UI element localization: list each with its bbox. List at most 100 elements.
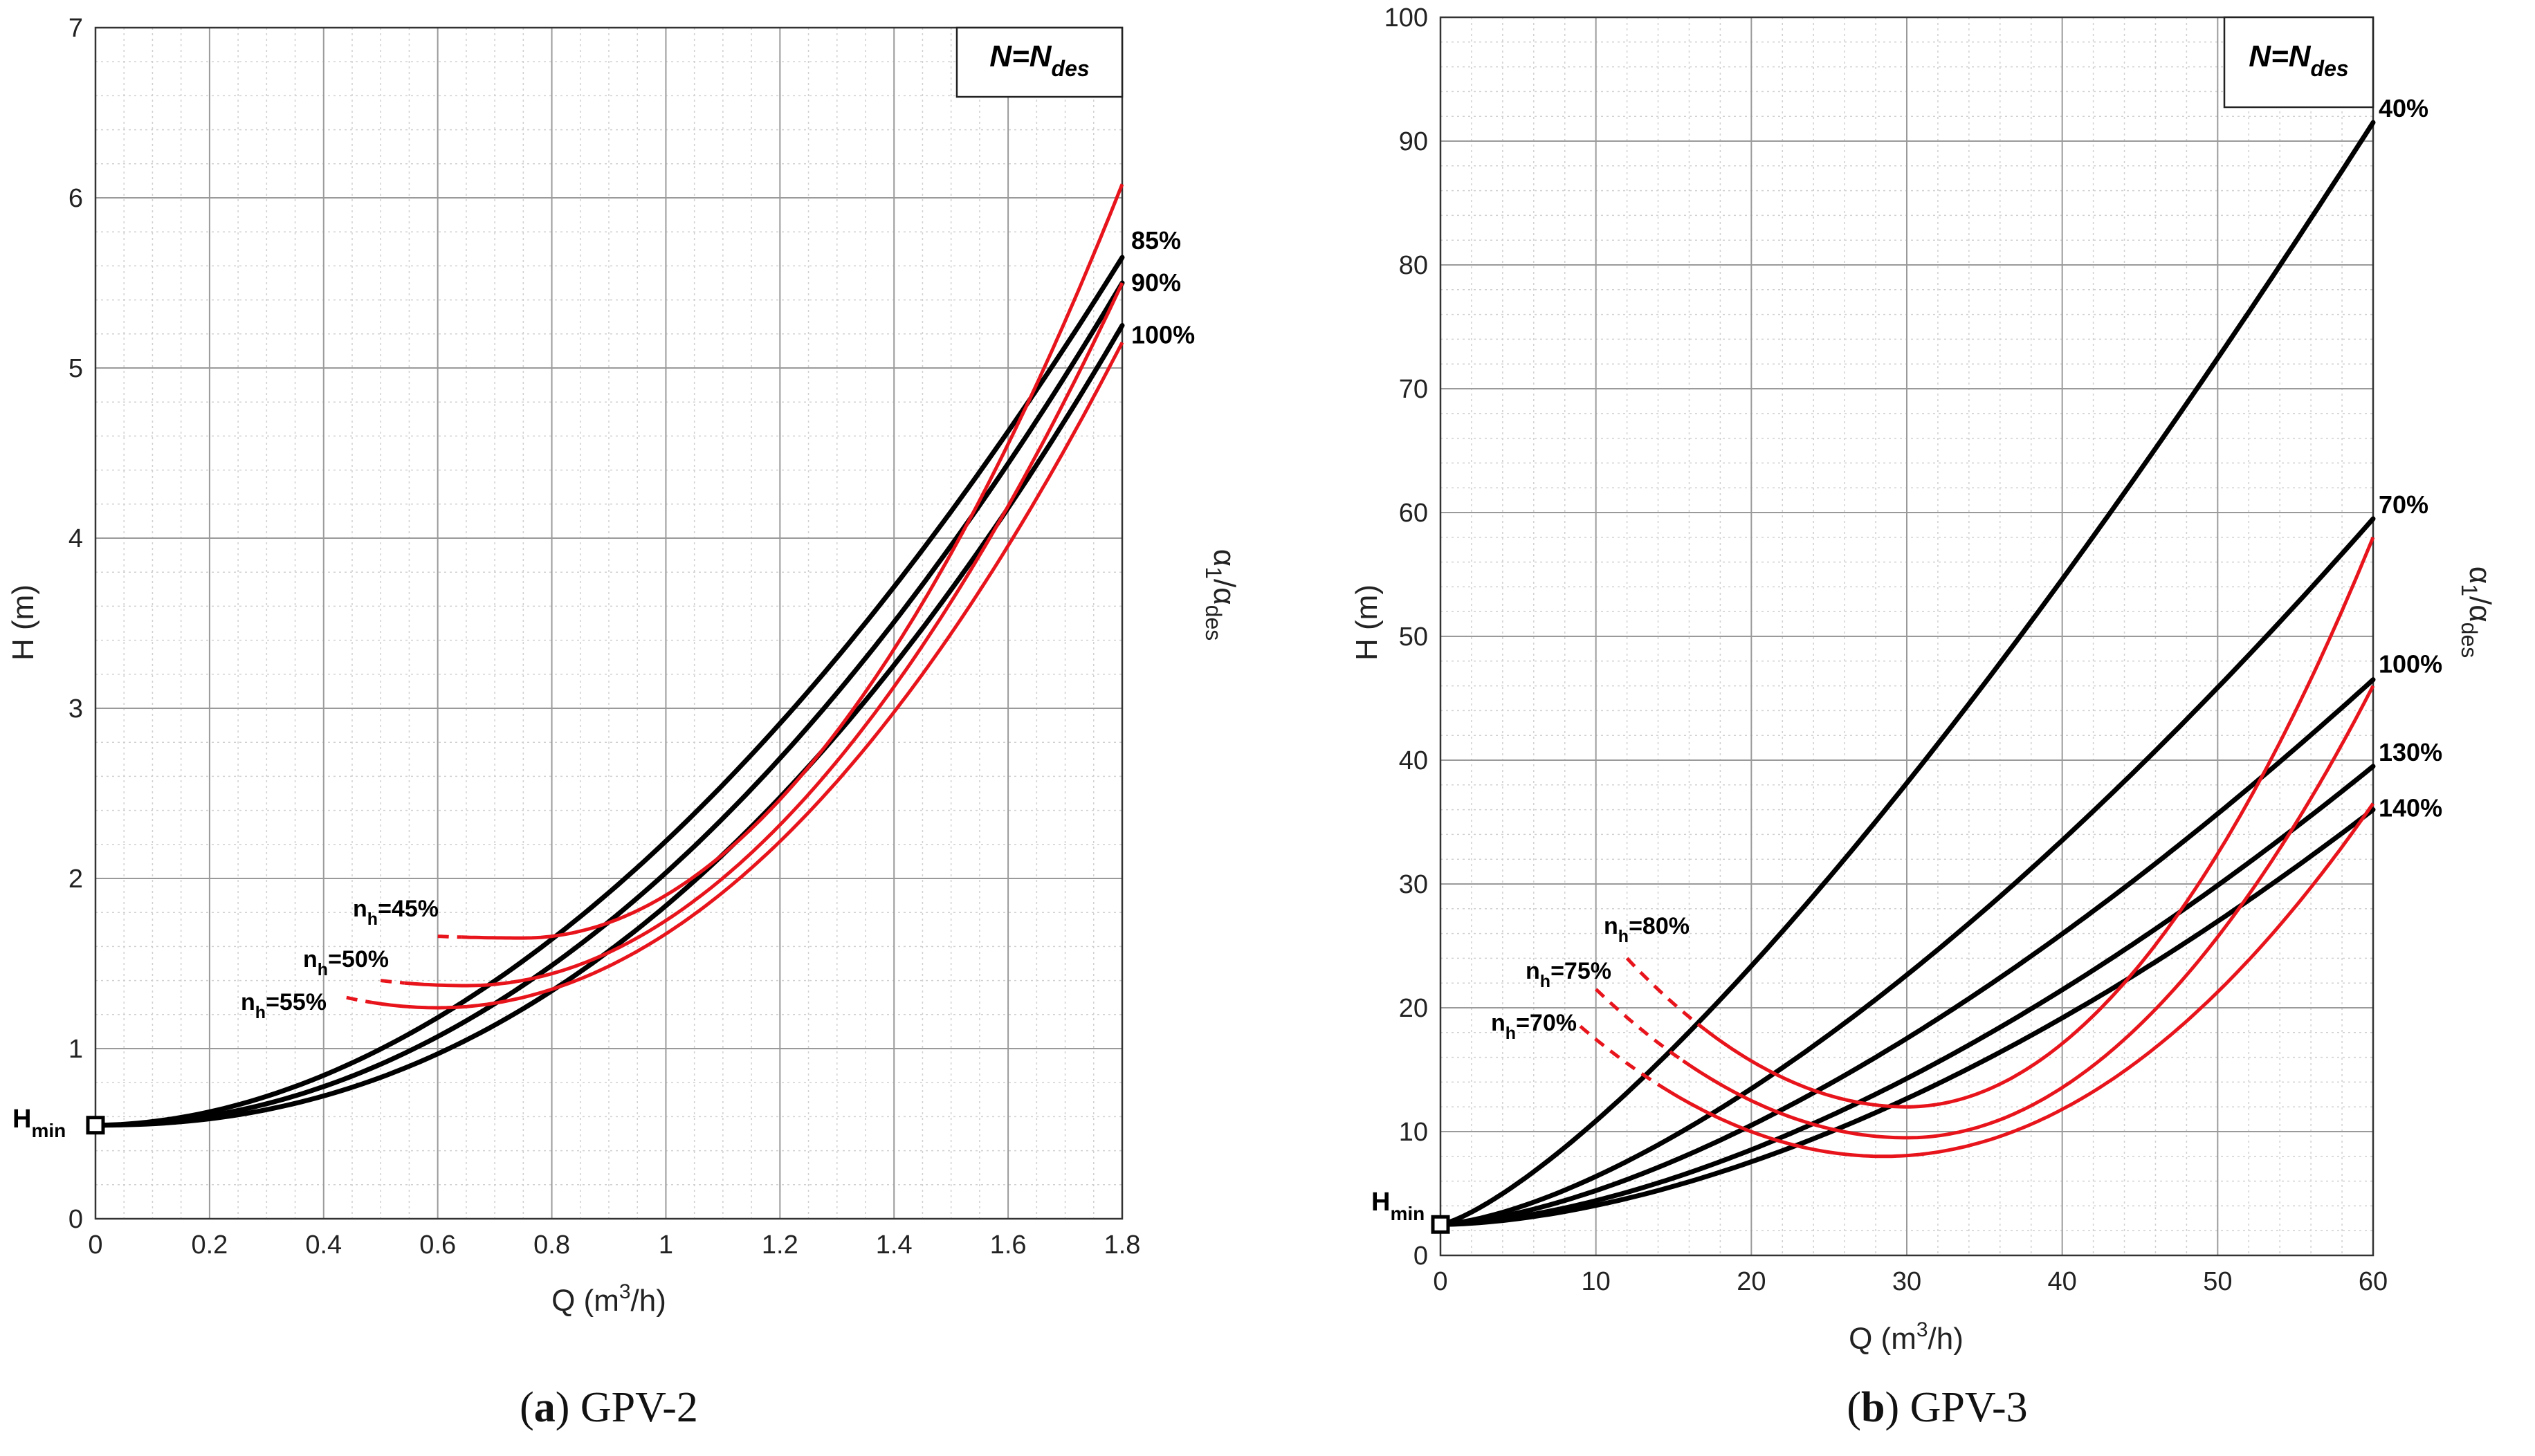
x-axis-title: Q (m3/h) [1849,1318,1964,1356]
y-axis-title: H (m) [1350,584,1384,661]
x-tick-label: 1.4 [876,1231,913,1260]
y-tick-label: 90 [1399,127,1428,156]
annotation-n: n [1604,913,1618,939]
caption-open: ( [520,1384,534,1431]
hmin-label: Hmin [1371,1188,1425,1224]
caption-close: ) [556,1384,570,1431]
series-label-100%: 100% [2379,650,2442,679]
legend-box-base: N=N [2249,39,2311,73]
curve-nh=50% [404,282,1124,988]
x-tick-label: 0.6 [419,1231,456,1260]
y-tick-label: 3 [68,694,83,724]
major-grid [1440,17,2374,1256]
annotation-sub: h [367,910,378,929]
y-axis-title: H (m) [6,584,40,661]
curve-dashed-nh=80% [1625,957,1707,1031]
annotation-nh=50%: nh=50% [303,946,389,979]
curve-nh=45% [461,183,1124,940]
y-tick-label: 40 [1399,746,1428,775]
curve-dashed-nh=75% [1594,988,1684,1062]
caption-close: ) [1885,1384,1899,1431]
series-label-130%: 130% [2379,738,2442,766]
annotation-nh=75%: nh=75% [1526,958,1611,991]
hmin-label-base: H [12,1105,31,1134]
x-tick-label: 1.8 [1104,1231,1141,1260]
curve-85% [93,255,1125,1128]
annotation-tail: =50% [328,946,389,973]
x-tick-label: 0 [1433,1267,1447,1296]
x-tick-label: 0.2 [191,1231,228,1260]
curve-nh=80% [1704,536,2375,1109]
legend-box [955,26,1124,98]
curve-140% [1438,807,2376,1227]
annotation-sub: h [1618,927,1629,946]
legend-box-base: N=N [989,39,1052,73]
x-axis-title-sup: 3 [1916,1318,1928,1341]
annotation-n: n [303,946,318,973]
annotation-tail: =75% [1550,958,1611,984]
annotation-sub: h [1540,972,1550,991]
y-tick-label: 20 [1399,994,1428,1023]
annotation-nh=45%: nh=45% [353,896,439,929]
legend-box-sub: des [2311,56,2349,81]
curve-130% [1438,764,2376,1227]
x-tick-label: 1.6 [990,1231,1027,1260]
annotation-tail: =70% [1516,1010,1577,1036]
side-label: α1/αdes [1201,549,1241,641]
legend-box [2223,16,2374,109]
x-tick-label: 30 [1892,1267,1921,1296]
y-tick-label: 60 [1399,499,1428,528]
curve-dashed-nh=55% [346,995,373,1004]
legend-box-label: N=Ndes [2249,39,2348,81]
x-tick-label: 50 [2203,1267,2232,1296]
side-label-sub2: des [2457,623,2482,658]
series-label-70%: 70% [2379,490,2428,519]
x-tick-label: 1.2 [762,1231,798,1260]
legend-box-sub: des [1052,56,1090,81]
chart-panel-b: 0 10 20 30 40 50 60 0 10 20 30 40 50 60 70 80 90 100 Q (m3… [1350,3,2497,1356]
annotation-nh=55%: nh=55% [241,989,327,1022]
curve-dashed-nh=50% [380,979,405,985]
y-tick-label: 7 [68,14,83,43]
y-tick-label: 100 [1384,3,1428,33]
caption-a: (a) GPV-2 [520,1384,698,1431]
annotation-sub: h [255,1003,266,1022]
x-axis-title-base: Q (m [1849,1322,1916,1356]
y-tick-label: 4 [68,524,83,553]
caption-letter: a [534,1384,556,1431]
side-label-alpha: α [2463,566,2497,584]
x-axis-title-base: Q (m [551,1284,619,1318]
annotation-tail: =45% [378,896,439,922]
hmin-marker [86,1116,105,1135]
side-label-alpha: α [1207,549,1241,566]
x-axis-title-sup: 3 [619,1280,631,1303]
series-label-85%: 85% [1131,226,1181,255]
curve-nh=55% [372,341,1124,1010]
x-tick-label: 10 [1582,1267,1611,1296]
minor-grid [95,27,1123,1219]
curve-100% [1438,677,2376,1227]
plot-frame [94,26,1124,1220]
annotation-tail: =80% [1629,913,1690,939]
y-tick-label: 0 [68,1205,83,1234]
annotation-nh=80%: nh=80% [1604,913,1690,946]
curve-70% [1438,516,2376,1227]
x-tick-label: 40 [2048,1267,2077,1296]
annotation-n: n [241,989,255,1015]
side-label-mid: /α [1207,579,1241,605]
y-tick-label: 80 [1399,251,1428,280]
series-label-140%: 140% [2379,794,2442,822]
hmin-label: Hmin [12,1105,66,1141]
y-tick-label: 30 [1399,870,1428,899]
hmin-marker [1431,1215,1450,1234]
annotation-n: n [1526,958,1540,984]
hmin-label-base: H [1371,1188,1390,1217]
x-axis-title-tail: /h) [631,1284,666,1318]
x-axis-title-tail: /h) [1928,1322,1964,1356]
y-tick-label: 70 [1399,375,1428,404]
caption-text: GPV-3 [1899,1384,2028,1431]
x-tick-label: 1 [659,1231,673,1260]
series-label-40%: 40% [2379,94,2428,122]
